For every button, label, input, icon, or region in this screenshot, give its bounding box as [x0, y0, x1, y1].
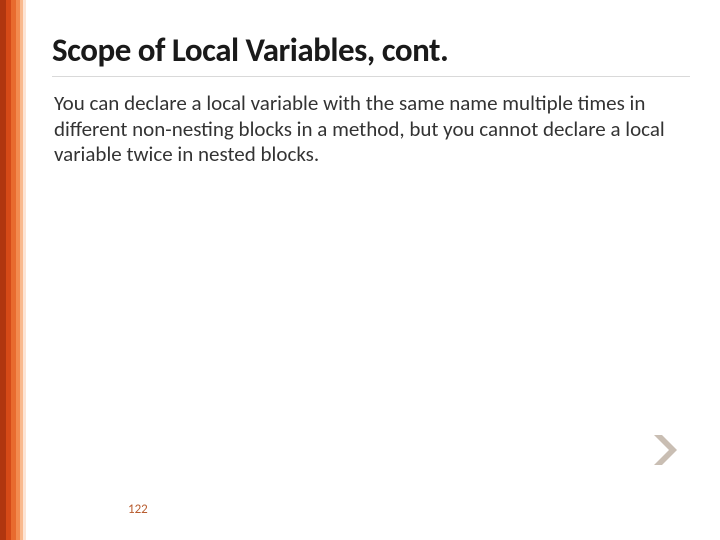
- slide-body-text: You can declare a local variable with th…: [52, 91, 690, 168]
- title-underline: [52, 76, 690, 77]
- chevron-right-icon: [648, 432, 684, 468]
- slide-title: Scope of Local Variables, cont.: [52, 30, 690, 70]
- accent-sidebar-segment: [23, 0, 26, 540]
- slide-content: Scope of Local Variables, cont. You can …: [52, 30, 690, 168]
- page-number: 122: [128, 502, 148, 517]
